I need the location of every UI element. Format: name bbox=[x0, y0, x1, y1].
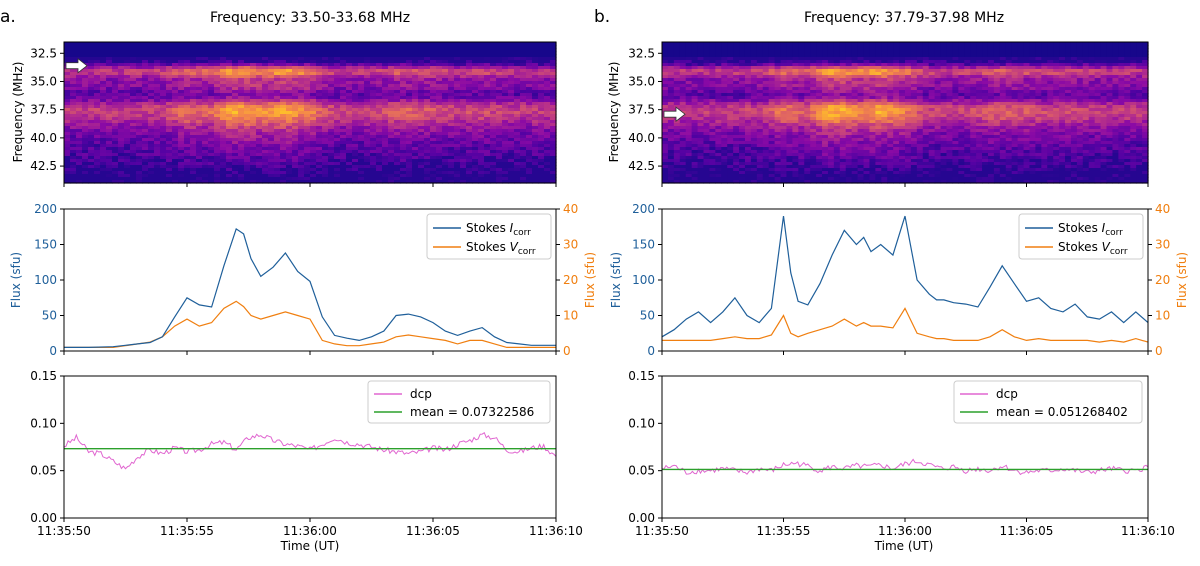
flux-ytick-right: 10 bbox=[1155, 309, 1170, 323]
flux-ytick-right: 10 bbox=[563, 309, 578, 323]
time-tick-label: 11:35:55 bbox=[160, 524, 214, 538]
panel-label: b. bbox=[594, 7, 610, 27]
legend-stokes-i: Stokes Icorr bbox=[1058, 221, 1123, 238]
stokes-v-line bbox=[662, 307, 1149, 343]
flux-ytick-right: 30 bbox=[563, 238, 578, 252]
panel-b: b. Frequency: 37.79-37.98 MHz 32.5 35.0 37… bbox=[594, 7, 1189, 553]
dcp-ytick: 0.05 bbox=[628, 464, 655, 478]
spectrogram-ytick: 32.5 bbox=[628, 46, 655, 60]
flux-ytick-right: 0 bbox=[563, 344, 571, 358]
time-label: Time (UT) bbox=[280, 539, 340, 553]
flux-ylabel-right: Flux (sfu) bbox=[583, 252, 597, 308]
flux-plot: 0 50 100 150 200 0 10 20 30 40 Flux (sfu) Flux (… bbox=[609, 202, 1189, 358]
spectrogram-ytick: 35.0 bbox=[30, 74, 57, 88]
panel-title: Frequency: 33.50-33.68 MHz bbox=[210, 10, 410, 26]
dcp-ytick: 0.15 bbox=[628, 369, 655, 383]
spectrogram-ytick: 37.5 bbox=[30, 103, 57, 117]
legend-stokes-v: Stokes Vcorr bbox=[466, 240, 536, 257]
panel-label: a. bbox=[0, 7, 16, 27]
legend-stokes-i: Stokes Icorr bbox=[466, 221, 531, 238]
time-tick-label: 11:35:50 bbox=[37, 524, 91, 538]
flux-ytick-left: 100 bbox=[632, 273, 655, 287]
legend-dcp: dcp bbox=[410, 387, 432, 401]
time-tick-label: 11:36:05 bbox=[406, 524, 460, 538]
spectrogram-ylabel: Frequency (MHz) bbox=[11, 62, 25, 163]
legend-dcp: dcp bbox=[996, 387, 1018, 401]
dcp-legend: dcp mean = 0.051268402 bbox=[953, 380, 1143, 424]
flux-ytick-right: 30 bbox=[1155, 238, 1170, 252]
time-label: Time (UT) bbox=[874, 539, 934, 553]
flux-ytick-right: 20 bbox=[563, 273, 578, 287]
spectrogram-ytick: 40.0 bbox=[30, 131, 57, 145]
time-tick-label: 11:36:10 bbox=[529, 524, 583, 538]
time-tick-label: 11:35:55 bbox=[757, 524, 811, 538]
flux-ytick-right: 0 bbox=[1155, 344, 1163, 358]
flux-ytick-left: 50 bbox=[640, 309, 655, 323]
panel-title: Frequency: 37.79-37.98 MHz bbox=[804, 10, 1004, 26]
time-tick-label: 11:36:00 bbox=[878, 524, 932, 538]
time-tick-label: 11:35:50 bbox=[635, 524, 689, 538]
flux-ytick-right: 40 bbox=[563, 202, 578, 216]
dcp-ytick: 0.05 bbox=[30, 464, 57, 478]
spectrogram-ytick: 37.5 bbox=[628, 103, 655, 117]
dcp-ytick: 0.00 bbox=[30, 511, 57, 525]
spectrogram-ytick: 40.0 bbox=[628, 131, 655, 145]
flux-ytick-left: 0 bbox=[49, 344, 57, 358]
panel-a: a. Frequency: 33.50-33.68 MHz 32.5 35.0 37… bbox=[0, 7, 597, 553]
spectrogram: 32.5 35.0 37.5 40.0 42.5 Frequency (MHz) bbox=[607, 41, 1149, 187]
stokes-i-line bbox=[64, 227, 556, 348]
flux-ytick-left: 150 bbox=[34, 238, 57, 252]
dcp-ytick: 0.10 bbox=[628, 416, 655, 430]
flux-ytick-left: 50 bbox=[42, 309, 57, 323]
flux-ylabel-left: Flux (sfu) bbox=[609, 252, 623, 308]
spectrogram-ytick: 42.5 bbox=[30, 159, 57, 173]
flux-ylabel-right: Flux (sfu) bbox=[1175, 252, 1189, 308]
flux-ytick-left: 200 bbox=[632, 202, 655, 216]
spectrogram-ytick: 35.0 bbox=[628, 74, 655, 88]
flux-ytick-right: 20 bbox=[1155, 273, 1170, 287]
frequency-arrow-icon bbox=[65, 57, 88, 74]
spectrogram-ytick: 42.5 bbox=[628, 159, 655, 173]
dcp-plot: 0.00 0.05 0.10 0.15 11:35:50 11:35:55 11:36:0… bbox=[30, 369, 583, 553]
dcp-plot: 0.00 0.05 0.10 0.15 11:35:50 11:35:55 11:36:0… bbox=[628, 369, 1175, 553]
legend-stokes-v: Stokes Vcorr bbox=[1058, 240, 1128, 257]
spectrogram-ytick: 32.5 bbox=[30, 46, 57, 60]
time-tick-label: 11:36:10 bbox=[1121, 524, 1175, 538]
time-tick-label: 11:36:00 bbox=[283, 524, 337, 538]
dcp-legend: dcp mean = 0.07322586 bbox=[367, 380, 551, 424]
flux-legend: Stokes Icorr Stokes Vcorr bbox=[426, 213, 552, 260]
flux-plot: 0 50 100 150 200 0 10 20 30 40 Flux (sfu) Flux (… bbox=[9, 202, 597, 358]
dcp-ytick: 0.15 bbox=[30, 369, 57, 383]
dcp-ytick: 0.10 bbox=[30, 416, 57, 430]
time-tick-label: 11:36:05 bbox=[1000, 524, 1054, 538]
flux-ytick-left: 100 bbox=[34, 273, 57, 287]
flux-ytick-right: 40 bbox=[1155, 202, 1170, 216]
flux-ytick-left: 150 bbox=[632, 238, 655, 252]
dcp-line bbox=[661, 458, 1149, 476]
flux-ylabel-left: Flux (sfu) bbox=[9, 252, 23, 308]
stokes-i-line bbox=[661, 215, 1149, 338]
flux-legend: Stokes Icorr Stokes Vcorr bbox=[1018, 213, 1144, 260]
frequency-arrow-icon bbox=[663, 106, 686, 123]
dcp-line bbox=[63, 431, 557, 470]
flux-ytick-left: 200 bbox=[34, 202, 57, 216]
dcp-ytick: 0.00 bbox=[628, 511, 655, 525]
legend-mean: mean = 0.07322586 bbox=[410, 405, 534, 419]
legend-mean: mean = 0.051268402 bbox=[996, 405, 1128, 419]
spectrogram-ylabel: Frequency (MHz) bbox=[607, 62, 621, 163]
flux-ytick-left: 0 bbox=[647, 344, 655, 358]
spectrogram: 32.5 35.0 37.5 40.0 42.5 Frequency (MHz) bbox=[11, 41, 557, 187]
stokes-v-line bbox=[64, 300, 556, 348]
